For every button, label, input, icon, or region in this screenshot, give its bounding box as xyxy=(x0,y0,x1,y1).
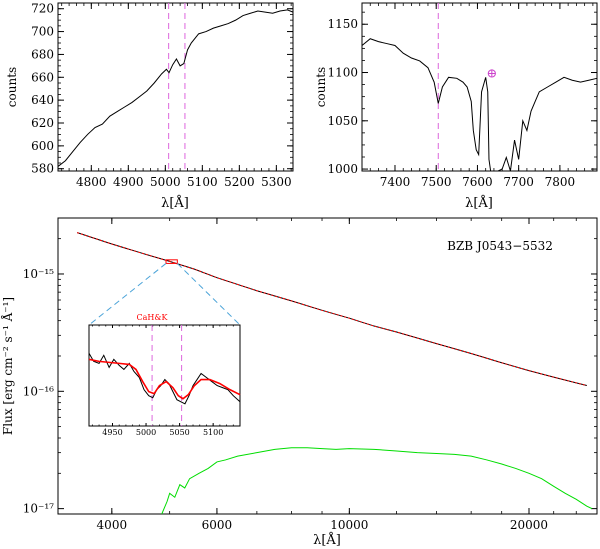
x-tick-label: 5100 xyxy=(203,428,223,437)
y-tick-label: 580 xyxy=(31,162,54,176)
panel-bottom: 4000 6000 10000 20000 10⁻¹⁷ 10⁻¹⁶ 10⁻¹⁵ BZB J0… xyxy=(0,217,598,548)
data-layer xyxy=(57,3,294,171)
x-tick-label: 7500 xyxy=(421,175,452,189)
tick-layer: 4950 5000 5050 5100 xyxy=(91,325,241,437)
x-tick-label: 20000 xyxy=(510,518,548,532)
data-layer xyxy=(88,325,241,426)
y-tick-label: 620 xyxy=(31,116,54,130)
x-tick-label: 5200 xyxy=(224,175,255,189)
y-tick-label: 600 xyxy=(31,139,54,153)
data-layer xyxy=(77,232,593,515)
series-line-1 xyxy=(77,232,587,387)
x-axis-label: λ[Å] xyxy=(161,195,189,211)
y-axis-label: counts xyxy=(5,67,19,107)
y-tick-label: 680 xyxy=(31,47,54,61)
tick-layer: 4000 6000 10000 20000 10⁻¹⁷ 10⁻¹⁶ 10⁻¹⁵ xyxy=(23,218,598,532)
inset-label: CaH&K xyxy=(137,313,169,322)
data-layer: ⊕ xyxy=(361,3,598,172)
y-tick-label: 1100 xyxy=(327,66,358,80)
y-tick-label: 10⁻¹⁵ xyxy=(23,267,54,281)
plot-frame xyxy=(361,2,598,172)
panel-top-right: 7400 7500 7600 7700 7800 1000 1050 1100 1150 ⊕ λ… xyxy=(314,2,598,211)
panel-top-left: 4800 4900 5000 5100 5200 5300 580 600 620 640 660 6… xyxy=(5,2,294,211)
y-tick-label: 660 xyxy=(31,70,54,84)
x-tick-label: 5050 xyxy=(169,428,189,437)
x-tick-label: 10000 xyxy=(330,518,368,532)
x-tick-label: 5100 xyxy=(187,175,218,189)
inset-background xyxy=(89,325,240,426)
x-tick-label: 5000 xyxy=(136,428,156,437)
x-tick-label: 7400 xyxy=(380,175,411,189)
y-tick-label: 1050 xyxy=(327,114,358,128)
x-tick-label: 5000 xyxy=(150,175,181,189)
series-line-2 xyxy=(161,447,593,515)
x-tick-label: 7800 xyxy=(545,175,576,189)
y-axis-label: counts xyxy=(314,67,328,107)
y-tick-label: 640 xyxy=(31,93,54,107)
x-tick-label: 6000 xyxy=(202,518,233,532)
plot-frame xyxy=(57,2,294,172)
zoom-region-box xyxy=(165,259,178,264)
y-tick-label: 10⁻¹⁷ xyxy=(23,502,54,516)
series-line-0 xyxy=(361,38,598,172)
y-axis-label: Flux [erg cm⁻² s⁻¹ Å⁻¹] xyxy=(0,297,15,435)
earth-symbol-icon: ⊕ xyxy=(486,67,497,82)
panel-inset: 4950 5000 5050 5100 CaH&K xyxy=(88,313,241,437)
x-axis-label: λ[Å] xyxy=(313,532,341,548)
tick-layer: 4800 4900 5000 5100 5200 5300 580 600 620 640 660 6… xyxy=(31,2,293,189)
y-tick-label: 700 xyxy=(31,25,54,39)
y-tick-label: 10⁻¹⁶ xyxy=(23,384,54,398)
series-line-0 xyxy=(57,9,294,167)
x-tick-label: 4000 xyxy=(97,518,128,532)
x-tick-label: 7600 xyxy=(462,175,493,189)
x-axis-label: λ[Å] xyxy=(465,195,493,211)
x-tick-label: 7700 xyxy=(503,175,534,189)
y-tick-label: 720 xyxy=(31,2,54,16)
x-tick-label: 5300 xyxy=(261,175,292,189)
x-tick-label: 4900 xyxy=(113,175,144,189)
zoom-connector-line xyxy=(88,263,167,326)
y-tick-label: 1000 xyxy=(327,162,358,176)
plot-frame xyxy=(57,217,598,515)
x-tick-label: 4950 xyxy=(102,428,122,437)
tick-layer: 7400 7500 7600 7700 7800 1000 1050 1100 1150 xyxy=(327,3,597,189)
series-line-1 xyxy=(88,358,241,400)
zoom-connector-line xyxy=(176,263,241,326)
annotation-label: BZB J0543−5532 xyxy=(447,239,553,253)
zoom-connectors xyxy=(88,263,241,326)
y-tick-label: 1150 xyxy=(327,17,358,31)
plot-frame xyxy=(88,324,241,427)
x-tick-label: 4800 xyxy=(76,175,107,189)
